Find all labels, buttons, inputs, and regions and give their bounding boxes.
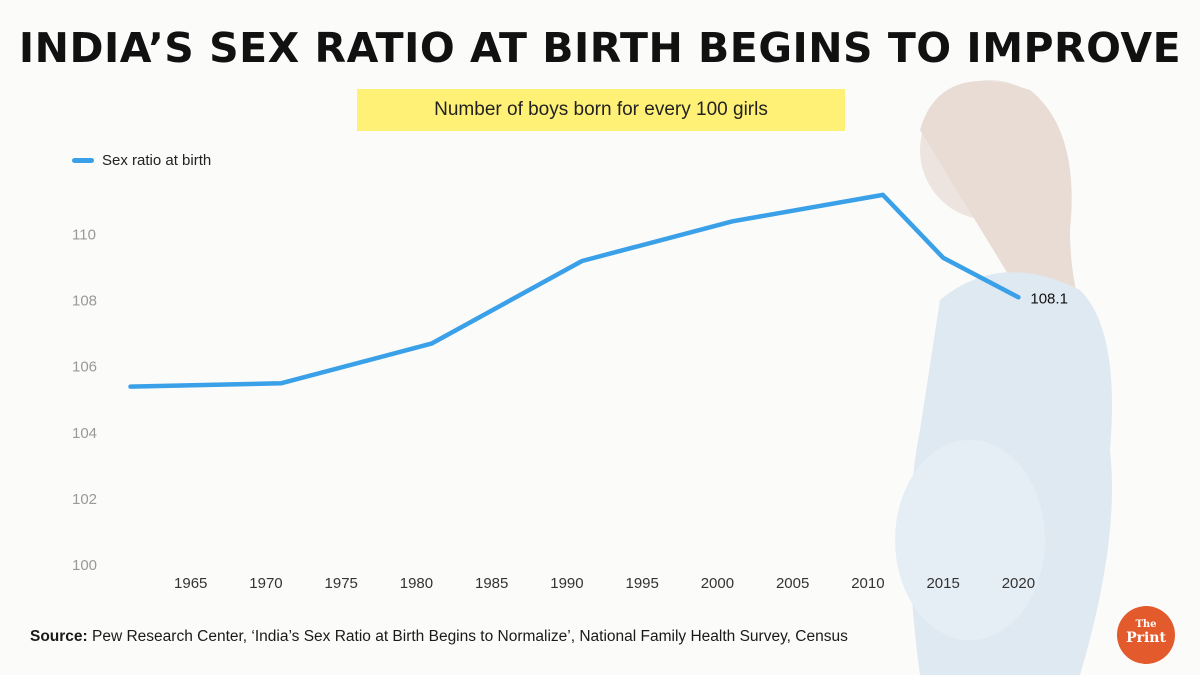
x-tick-label: 2020 <box>1002 575 1035 592</box>
x-tick-label: 1980 <box>400 575 433 592</box>
logo-small-text: The <box>1135 619 1157 630</box>
x-tick-label: 1975 <box>325 575 358 592</box>
y-tick-label: 102 <box>72 491 97 508</box>
x-tick-label: 1995 <box>625 575 658 592</box>
series-line <box>128 192 1021 389</box>
y-tick-label: 106 <box>72 359 97 376</box>
legend-label: Sex ratio at birth <box>102 152 212 169</box>
chart-legend: Sex ratio at birth <box>72 152 211 169</box>
x-tick-label: 1985 <box>475 575 508 592</box>
x-tick-label: 1990 <box>550 575 583 592</box>
source-text: Pew Research Center, ‘India’s Sex Ratio … <box>92 628 848 645</box>
y-tick-label: 110 <box>72 227 96 244</box>
x-tick-label: 2015 <box>926 575 959 592</box>
pregnant-woman-photo <box>895 80 1112 675</box>
chart-title: INDIA’S SEX RATIO AT BIRTH BEGINS TO IMP… <box>18 24 1182 72</box>
source-label: Source: <box>30 628 88 645</box>
y-tick-label: 108 <box>72 293 97 310</box>
y-tick-label: 104 <box>72 425 97 442</box>
logo-main-text: Print <box>1126 630 1166 646</box>
x-tick-label: 2010 <box>851 575 884 592</box>
x-tick-label: 2005 <box>776 575 809 592</box>
theprint-logo: The Print <box>1117 606 1175 664</box>
chart-subtitle: Number of boys born for every 100 girls <box>357 89 845 131</box>
y-tick-label: 100 <box>72 557 97 574</box>
x-tick-label: 1970 <box>249 575 282 592</box>
x-tick-label: 2000 <box>701 575 734 592</box>
source-note: Source: Pew Research Center, ‘India’s Se… <box>30 628 848 646</box>
end-value-label: 108.1 <box>1030 290 1068 307</box>
x-tick-label: 1965 <box>174 575 207 592</box>
legend-swatch <box>72 158 94 163</box>
